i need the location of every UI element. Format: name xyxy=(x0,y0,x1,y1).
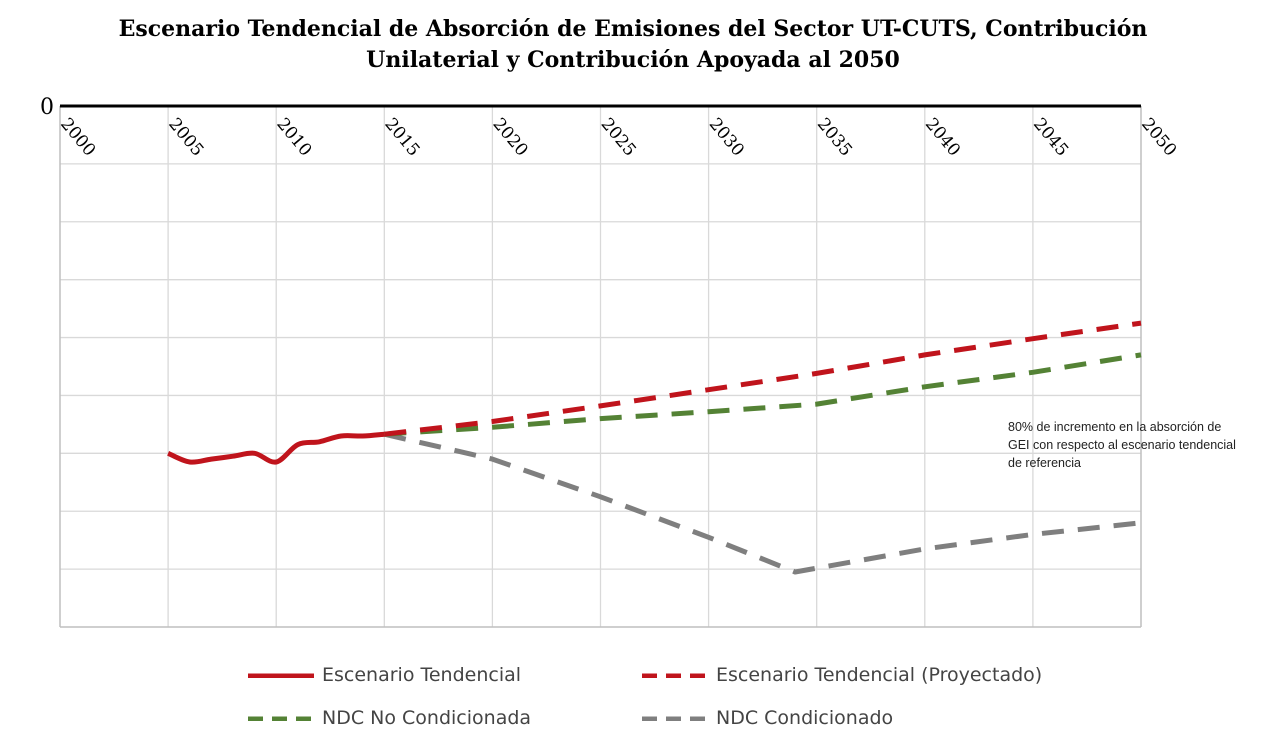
x-tick-label-2005: 2005 xyxy=(164,114,207,160)
x-tick-label-2020: 2020 xyxy=(489,114,532,160)
x-tick-label-2025: 2025 xyxy=(597,114,640,160)
x-tick-label-2010: 2010 xyxy=(272,114,315,160)
x-tick-label-2000: 2000 xyxy=(56,114,99,160)
chart-annotation: 80% de incremento en la absorción de GEI… xyxy=(1008,420,1236,470)
x-tick-label-2045: 2045 xyxy=(1029,114,1072,160)
x-tick-label-2050: 2050 xyxy=(1137,114,1180,160)
x-tick-label-2030: 2030 xyxy=(705,114,748,160)
x-tick-label-2015: 2015 xyxy=(380,114,423,160)
chart-title: Escenario Tendencial de Absorción de Emi… xyxy=(0,14,1266,76)
series-line-2 xyxy=(384,352,1142,437)
x-tick-label-2040: 2040 xyxy=(921,114,964,160)
chart-title-line-1: Escenario Tendencial de Absorción de Emi… xyxy=(118,16,1148,42)
chart-title-line-2: Unilaterial y Contribución Apoyada al 20… xyxy=(366,47,900,73)
series-line-3 xyxy=(383,431,1142,575)
series-line-1 xyxy=(384,320,1142,437)
series-line-0 xyxy=(167,431,385,465)
x-tick-label-2035: 2035 xyxy=(813,114,856,160)
y-tick-label-0: 0 xyxy=(40,95,54,120)
